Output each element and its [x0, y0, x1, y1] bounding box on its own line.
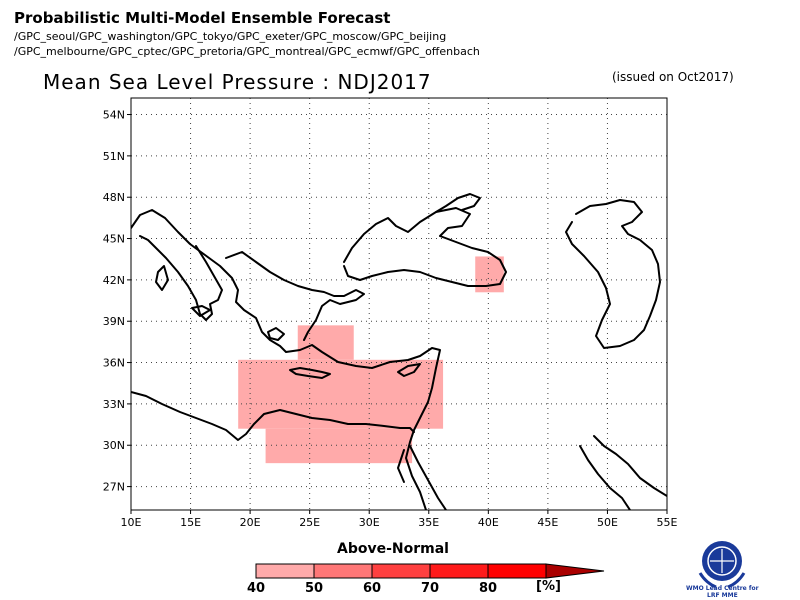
legend-title: Above-Normal: [337, 541, 449, 557]
legend-unit: [%]: [536, 579, 561, 594]
lon-label: 35E: [418, 516, 439, 529]
coastline-balkans: [225, 251, 365, 341]
legend-tick-label: 50: [305, 581, 323, 596]
coastline-crimea: [435, 193, 481, 213]
map-title: Mean Sea Level Pressure : NDJ2017: [43, 70, 432, 94]
latitude-labels: 54N 51N 48N 45N 42N 39N 36N 33N 30N 27N: [103, 109, 131, 494]
coastline-crete: [289, 367, 331, 379]
coastline-mediterranean-north: [131, 209, 441, 510]
lon-label: 25E: [299, 516, 320, 529]
legend-tick-label: 60: [363, 581, 381, 596]
coastline-black-sea: [343, 207, 507, 287]
lon-label: 15E: [180, 516, 201, 529]
coastline-caspian-sea: [565, 199, 661, 349]
lat-label: 54N: [103, 109, 125, 122]
legend-tick-label: 80: [479, 581, 497, 596]
lat-label: 45N: [103, 233, 125, 246]
product-title: Probabilistic Multi-Model Ensemble Forec…: [14, 9, 391, 27]
coastline-persian-gulf: [593, 435, 667, 497]
probability-shading: [238, 256, 504, 464]
longitude-labels: 10E 15E 20E 25E 30E 35E 40E 45E 50E 55E: [121, 510, 678, 529]
logo-caption-line-2: LRF MME: [707, 592, 738, 599]
lon-label: 55E: [657, 516, 678, 529]
lon-label: 50E: [597, 516, 618, 529]
legend-arrow: [545, 563, 605, 579]
gpc-list-line-2: /GPC_melbourne/GPC_cptec/GPC_pretoria/GP…: [14, 45, 480, 58]
legend-swatch-3: [429, 563, 489, 579]
coastline-nile-delta: [397, 449, 405, 483]
lon-label: 10E: [121, 516, 142, 529]
lat-label: 36N: [103, 357, 125, 370]
coastline-north-africa: [131, 391, 415, 441]
coastline-sicily: [191, 305, 211, 317]
lat-label: 51N: [103, 150, 125, 163]
legend-swatch-4: [487, 563, 547, 579]
issued-date: (issued on Oct2017): [612, 70, 734, 84]
legend-swatch-1: [313, 563, 373, 579]
coastline-red-sea: [409, 445, 447, 510]
lon-label: 40E: [478, 516, 499, 529]
lon-label: 30E: [359, 516, 380, 529]
coastline-arabia: [579, 445, 631, 510]
coastline-cyprus: [397, 363, 421, 377]
lat-label: 42N: [103, 274, 125, 287]
coastline-aegean-islands: [267, 327, 285, 341]
lat-label: 39N: [103, 315, 125, 328]
lat-lon-grid: [131, 98, 667, 510]
lon-label: 20E: [240, 516, 261, 529]
map-frame: [130, 97, 668, 511]
lat-label: 33N: [103, 398, 125, 411]
gpc-list-line-1: /GPC_seoul/GPC_washington/GPC_tokyo/GPC_…: [14, 30, 447, 43]
coastline-italy-boot: [139, 235, 223, 321]
legend-swatch-2: [371, 563, 431, 579]
coastlines: [131, 193, 667, 510]
lat-label: 30N: [103, 439, 125, 452]
shaded-region-1: [265, 428, 413, 464]
lat-label: 48N: [103, 191, 125, 204]
shaded-region-0: [238, 359, 444, 429]
legend-swatch-0: [255, 563, 315, 579]
coastline-sardinia: [155, 265, 169, 291]
legend-tick-label: 40: [247, 581, 265, 596]
lat-label: 27N: [103, 481, 125, 494]
wmo-logo: [698, 541, 746, 589]
logo-caption-line-1: WMO Lead Centre for: [686, 585, 759, 592]
color-legend: 40 50 60 70 80: [247, 563, 605, 596]
lon-label: 45E: [537, 516, 558, 529]
legend-tick-label: 70: [421, 581, 439, 596]
